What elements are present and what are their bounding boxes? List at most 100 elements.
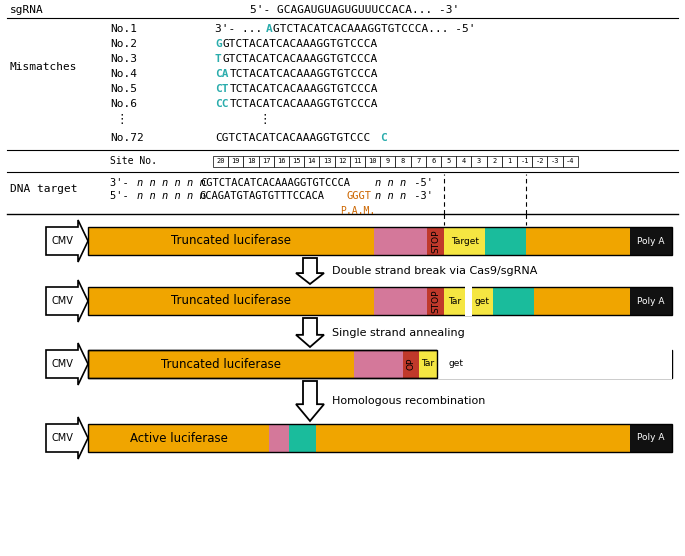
Bar: [427, 227, 445, 255]
Bar: [630, 350, 672, 378]
Text: n n n n n n: n n n n n n: [137, 191, 206, 201]
Text: Tar: Tar: [421, 360, 434, 369]
Bar: [88, 424, 672, 452]
Text: sgRNA: sgRNA: [10, 5, 44, 15]
Text: -4: -4: [566, 158, 575, 164]
Text: CGTCTACATCACAAAGGTGTCCC: CGTCTACATCACAAAGGTGTCCC: [215, 133, 371, 143]
Text: STOP: STOP: [431, 289, 440, 312]
Bar: [436, 349, 447, 379]
Text: C: C: [381, 133, 387, 143]
Text: 12: 12: [338, 158, 347, 164]
Bar: [274, 156, 289, 166]
Bar: [269, 424, 290, 452]
Text: G: G: [215, 39, 222, 49]
Text: CC: CC: [215, 99, 229, 109]
Text: ⋮: ⋮: [116, 112, 128, 126]
Text: CMV: CMV: [51, 433, 73, 443]
Text: Poly A: Poly A: [637, 236, 664, 246]
Bar: [445, 287, 464, 315]
Bar: [526, 227, 630, 255]
Bar: [447, 350, 464, 378]
Text: get: get: [475, 296, 490, 305]
Bar: [88, 350, 672, 378]
Text: No.4: No.4: [110, 69, 137, 79]
Text: P.A.M.: P.A.M.: [340, 206, 375, 216]
Text: 1: 1: [508, 158, 512, 164]
Text: Mismatches: Mismatches: [10, 62, 77, 72]
Bar: [445, 227, 485, 255]
Bar: [228, 156, 243, 166]
Text: Homologous recombination: Homologous recombination: [332, 396, 486, 406]
Text: CGTCTACATCACAAAGGTGTCCCA: CGTCTACATCACAAAGGTGTCCCA: [200, 178, 350, 188]
Text: 19: 19: [232, 158, 240, 164]
Text: Truncated luciferase: Truncated luciferase: [171, 235, 291, 247]
Text: Double strand break via Cas9/sgRNA: Double strand break via Cas9/sgRNA: [332, 266, 537, 276]
Text: 16: 16: [277, 158, 286, 164]
Bar: [485, 227, 526, 255]
Text: No.5: No.5: [110, 84, 137, 94]
Text: 5: 5: [447, 158, 451, 164]
Bar: [502, 156, 517, 166]
Text: STOP: STOP: [431, 229, 440, 253]
Text: No.3: No.3: [110, 54, 137, 64]
Polygon shape: [296, 381, 324, 421]
Text: -3': -3': [408, 191, 433, 201]
Text: n n n: n n n: [375, 178, 406, 188]
Text: OP: OP: [406, 358, 415, 370]
Text: T: T: [215, 54, 222, 64]
Text: A: A: [265, 24, 272, 34]
Text: Truncated luciferase: Truncated luciferase: [171, 295, 291, 307]
Bar: [319, 156, 334, 166]
Bar: [456, 156, 471, 166]
Bar: [436, 349, 672, 379]
Text: DNA target: DNA target: [10, 185, 77, 195]
Bar: [506, 350, 630, 378]
Bar: [486, 156, 502, 166]
Text: n n n n n n: n n n n n n: [137, 178, 206, 188]
Bar: [374, 287, 427, 315]
Text: 4: 4: [462, 158, 466, 164]
Bar: [259, 156, 274, 166]
Bar: [410, 156, 426, 166]
Text: 20: 20: [216, 158, 225, 164]
Bar: [441, 156, 456, 166]
Bar: [353, 350, 403, 378]
Text: Poly A: Poly A: [637, 360, 664, 369]
Text: 2: 2: [492, 158, 497, 164]
Bar: [365, 156, 380, 166]
Text: -5': -5': [408, 178, 433, 188]
Text: Site No.: Site No.: [110, 156, 157, 166]
Text: 7: 7: [416, 158, 421, 164]
Bar: [472, 287, 493, 315]
Text: Tar: Tar: [448, 296, 461, 305]
Text: CMV: CMV: [51, 236, 73, 246]
Text: Poly A: Poly A: [637, 434, 664, 443]
Bar: [630, 287, 672, 315]
Polygon shape: [46, 280, 88, 322]
Text: 13: 13: [323, 158, 332, 164]
Text: TCTACATCACAAAGGTGTCCCA: TCTACATCACAAAGGTGTCCCA: [229, 84, 378, 94]
Bar: [562, 156, 578, 166]
Bar: [243, 156, 259, 166]
Text: n n n: n n n: [375, 191, 406, 201]
Text: 15: 15: [292, 158, 301, 164]
Bar: [374, 227, 427, 255]
Text: get: get: [448, 360, 463, 369]
Text: CMV: CMV: [51, 359, 73, 369]
Bar: [88, 287, 374, 315]
Bar: [88, 350, 353, 378]
Bar: [316, 424, 630, 452]
Polygon shape: [296, 318, 324, 347]
Text: Target: Target: [451, 236, 479, 246]
Bar: [380, 156, 395, 166]
Bar: [334, 156, 350, 166]
Text: 8: 8: [401, 158, 405, 164]
Bar: [88, 227, 374, 255]
Bar: [213, 156, 228, 166]
Text: 14: 14: [308, 158, 316, 164]
Bar: [464, 350, 506, 378]
Text: Active luciferase: Active luciferase: [129, 431, 227, 444]
Text: GCAGATGTAGTGTTTCCACA: GCAGATGTAGTGTTTCCACA: [200, 191, 325, 201]
Text: -3: -3: [551, 158, 559, 164]
Text: 5'- GCAGAUGUAGUGUUUCCACA... -3': 5'- GCAGAUGUAGUGUUUCCACA... -3': [251, 5, 460, 15]
